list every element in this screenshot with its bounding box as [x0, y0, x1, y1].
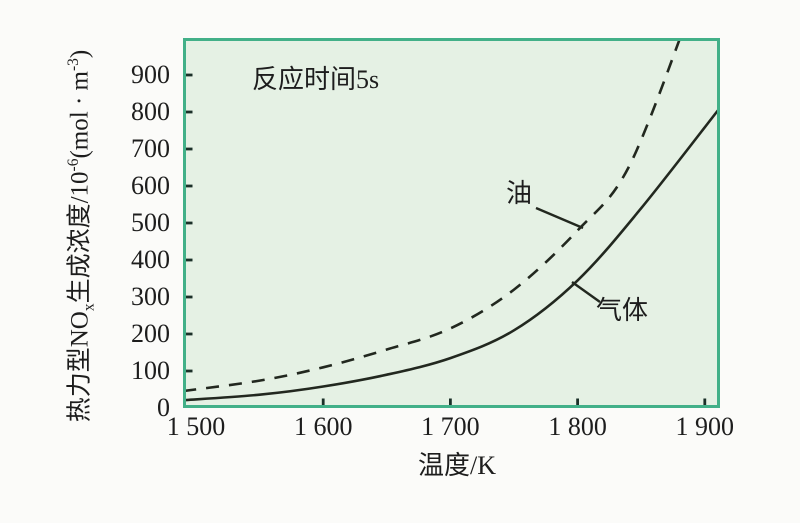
plot-area: [183, 38, 720, 408]
y-tick-label: 500: [131, 208, 170, 237]
x-tick-label: 1 900: [675, 412, 735, 441]
plot-frame: [183, 38, 720, 408]
y-tick-label: 200: [131, 319, 170, 348]
y-axis-title: 热力型NOx生成浓度/10-6(mol · m-3): [60, 46, 97, 426]
oil-label-leader-line: [535, 206, 584, 230]
y-tick-label: 600: [131, 171, 170, 200]
x-tick-label: 1 800: [548, 412, 607, 441]
y-tick-label: 900: [131, 60, 170, 89]
y-axis-title-subscript: x: [80, 303, 98, 312]
y-axis-title-unit-superscript: -3: [65, 58, 82, 72]
gas-curve: [186, 109, 717, 402]
y-axis-title-unit: (mol · m: [66, 71, 94, 159]
y-tick-label: 400: [131, 245, 170, 274]
y-tick-label: 100: [131, 356, 170, 385]
y-axis-title-mid: 生成浓度/10: [66, 171, 94, 304]
y-axis-title-superscript: -6: [65, 158, 82, 172]
reaction-time-annotation: 反应时间5s: [252, 65, 380, 94]
x-tick-label: 1 700: [421, 412, 480, 441]
x-axis-title: 温度/K: [417, 451, 496, 480]
oil-series-label: 油: [506, 179, 533, 208]
oil-curve: [186, 41, 681, 392]
y-tick-label: 800: [131, 97, 170, 126]
y-axis-title-pre: 热力型NO: [66, 311, 94, 423]
gas-series-label: 气体: [596, 296, 649, 325]
y-tick-label: 0: [157, 393, 170, 422]
y-tick-label: 300: [131, 282, 170, 311]
gas-label-leader-line: [571, 281, 601, 303]
y-tick-label: 700: [131, 134, 170, 163]
x-tick-label: 1 500: [166, 412, 226, 441]
x-tick-label: 1 600: [293, 412, 353, 441]
y-axis-title-unit-close: ): [66, 49, 94, 59]
